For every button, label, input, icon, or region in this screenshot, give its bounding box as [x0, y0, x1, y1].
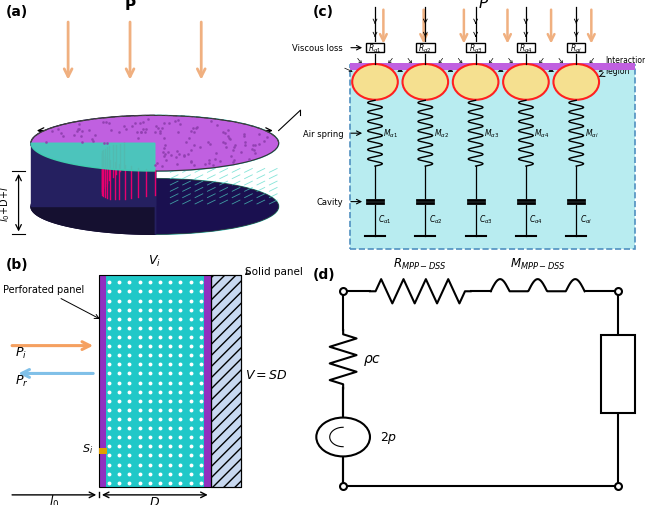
Text: (c): (c) [313, 5, 334, 19]
Bar [210, 275, 241, 487]
Polygon shape [31, 144, 155, 207]
Text: $C_{\alpha 3}$: $C_{\alpha 3}$ [479, 213, 493, 225]
Text: $M_{\alpha 3}$: $M_{\alpha 3}$ [484, 128, 499, 140]
Text: $R_{\alpha 1}$: $R_{\alpha 1}$ [368, 42, 382, 55]
Text: (a): (a) [6, 5, 28, 19]
Polygon shape [31, 207, 155, 235]
Text: Perforated panel: Perforated panel [3, 285, 99, 319]
Text: $M_{\alpha 2}$: $M_{\alpha 2}$ [433, 128, 449, 140]
Text: $P_i$: $P_i$ [15, 345, 27, 360]
Bar [350, 66, 635, 249]
Polygon shape [31, 144, 155, 172]
Text: $Z_D$: $Z_D$ [610, 367, 627, 382]
Text: $l_0$: $l_0$ [49, 493, 59, 505]
Text: $D$: $D$ [149, 495, 161, 505]
Text: $S_i$: $S_i$ [82, 441, 93, 456]
Text: Cavity: Cavity [317, 198, 343, 207]
Text: $M_{\alpha 4}$: $M_{\alpha 4}$ [534, 128, 550, 140]
Text: $R_{MPP-DSS}$: $R_{MPP-DSS}$ [393, 257, 447, 272]
Text: $R_{\alpha 2}$: $R_{\alpha 2}$ [419, 42, 432, 55]
Bar [210, 275, 241, 487]
Polygon shape [155, 116, 279, 235]
Text: $C_{\alpha 1}$: $C_{\alpha 1}$ [379, 213, 392, 225]
Ellipse shape [31, 116, 279, 172]
Text: $C_{\alpha 2}$: $C_{\alpha 2}$ [429, 213, 442, 225]
Bar [99, 275, 210, 487]
Text: $P_r$: $P_r$ [15, 373, 29, 388]
Circle shape [316, 418, 370, 457]
Text: $\rho c$: $\rho c$ [363, 352, 381, 367]
Circle shape [553, 65, 599, 100]
Text: φ100mm: φ100mm [144, 116, 191, 126]
Bar [99, 448, 107, 454]
Text: $C_{\alpha 4}$: $C_{\alpha 4}$ [530, 213, 543, 225]
Bar [416, 44, 435, 53]
Text: Air spring: Air spring [303, 129, 343, 138]
Text: (d): (d) [313, 268, 335, 281]
Text: $V_i$: $V_i$ [148, 254, 161, 269]
Bar [106, 275, 204, 487]
Text: Interaction
region: Interaction region [599, 56, 645, 77]
Bar [204, 275, 210, 487]
Text: Solid panel: Solid panel [244, 267, 303, 276]
Text: $C_{\alpha i}$: $C_{\alpha i}$ [580, 213, 592, 225]
Text: $l_0$+D+$l$: $l_0$+D+$l$ [0, 185, 12, 221]
Ellipse shape [31, 179, 279, 235]
Text: $M_{\alpha 1}$: $M_{\alpha 1}$ [383, 128, 399, 140]
Text: $M_{\alpha i}$: $M_{\alpha i}$ [584, 128, 598, 140]
Circle shape [453, 65, 499, 100]
Circle shape [402, 65, 448, 100]
Text: $V=SD$: $V=SD$ [244, 369, 288, 382]
Text: (b): (b) [6, 258, 29, 272]
Polygon shape [31, 144, 155, 172]
Circle shape [352, 65, 398, 100]
Bar [366, 44, 384, 53]
Text: $2p$: $2p$ [380, 429, 397, 445]
Text: $M_{MPP-DSS}$: $M_{MPP-DSS}$ [510, 257, 566, 272]
Text: $R_{\alpha 4}$: $R_{\alpha 4}$ [519, 42, 533, 55]
Polygon shape [31, 116, 155, 235]
Bar [99, 275, 106, 487]
Text: Viscous loss: Viscous loss [292, 44, 343, 53]
Text: $P$: $P$ [479, 0, 490, 11]
Text: P: P [124, 0, 135, 13]
Text: $R_{\alpha i}$: $R_{\alpha i}$ [570, 42, 582, 55]
Bar [466, 44, 485, 53]
Text: $R_{\alpha 3}$: $R_{\alpha 3}$ [469, 42, 482, 55]
Bar [601, 335, 635, 413]
Circle shape [503, 65, 549, 100]
Bar [517, 44, 535, 53]
Bar [350, 64, 635, 71]
Bar [567, 44, 586, 53]
